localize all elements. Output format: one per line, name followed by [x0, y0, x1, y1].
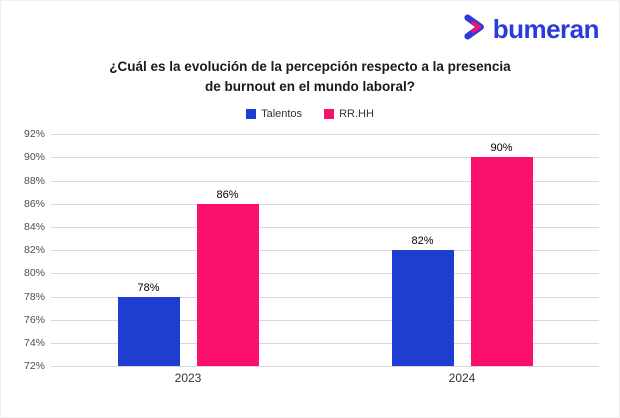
gridline [51, 203, 599, 205]
bar-wrap: 86% [196, 134, 259, 367]
legend-item-talentos: Talentos [246, 108, 302, 120]
y-axis-tick-label: 78% [23, 290, 45, 303]
gridline [51, 180, 599, 182]
y-axis-tick-label: 80% [23, 267, 45, 280]
gridline [51, 366, 599, 368]
x-axis: 2023 2024 [51, 366, 599, 390]
legend-marker [324, 109, 335, 120]
y-axis-tick-label: 72% [23, 360, 45, 373]
bar-value-label: 82% [411, 235, 434, 248]
chart-title-line1: ¿Cuál es la evolución de la percepción r… [109, 59, 511, 74]
legend-label: RR.HH [339, 108, 374, 121]
chart-area: 92% 90% 88% 86% 84% 82% 80% 78% 76% 74% 72% 78% 86%… [15, 128, 599, 390]
y-axis-tick-label: 82% [23, 244, 45, 257]
y-axis-tick-label: 92% [23, 128, 45, 141]
plot-groups: 78% 86% 82% 90% [51, 134, 599, 367]
gridline [51, 296, 599, 298]
x-axis-label-2023: 2023 [174, 371, 202, 386]
y-axis-tick-label: 76% [23, 313, 45, 326]
bar-value-label: 78% [137, 281, 160, 294]
bar-rrhh-2023 [196, 203, 259, 367]
bar-value-label: 90% [490, 142, 513, 155]
gridline [51, 250, 599, 252]
logo-text: bumeran [492, 14, 600, 44]
gridline [51, 273, 599, 275]
y-axis-tick-label: 88% [23, 174, 45, 187]
bar-group-2024: 82% 90% [325, 134, 599, 367]
bumeran-logo: bumeran [463, 13, 600, 45]
legend-item-rrhh: RR.HH [324, 108, 374, 120]
legend-label: Talentos [261, 108, 303, 121]
bar-wrap: 82% [391, 134, 454, 367]
gridline [51, 319, 599, 321]
y-axis-tick-label: 84% [23, 220, 45, 233]
legend-marker [246, 109, 257, 120]
chart-title: ¿Cuál es la evolución de la percepción r… [1, 57, 619, 96]
gridline [51, 342, 599, 344]
y-axis-tick-label: 74% [23, 336, 45, 349]
gridline [51, 226, 599, 228]
bar-wrap: 90% [470, 134, 533, 367]
plot: 78% 86% 82% 90% [51, 134, 599, 368]
plot-wrap: 78% 86% 82% 90% 2023 2024 [51, 134, 599, 390]
bar-wrap: 78% [117, 134, 180, 367]
bar-group-2023: 78% 86% [51, 134, 325, 367]
x-axis-label-2024: 2024 [448, 371, 476, 386]
y-axis: 92% 90% 88% 86% 84% 82% 80% 78% 76% 74% 72% [15, 128, 51, 372]
bar-value-label: 86% [216, 188, 239, 201]
bar-rrhh-2024 [470, 157, 533, 367]
header: bumeran [1, 1, 619, 47]
chart-legend: Talentos RR.HH [1, 108, 619, 120]
bar-talentos-2024 [391, 250, 454, 367]
gridline [51, 157, 599, 159]
gridline [51, 134, 599, 136]
y-axis-tick-label: 90% [23, 151, 45, 164]
bar-talentos-2023 [117, 296, 180, 367]
bumeran-chevron-icon [463, 13, 489, 45]
chart-title-line2: de burnout en el mundo laboral? [204, 78, 415, 94]
y-axis-tick-label: 86% [23, 197, 45, 210]
